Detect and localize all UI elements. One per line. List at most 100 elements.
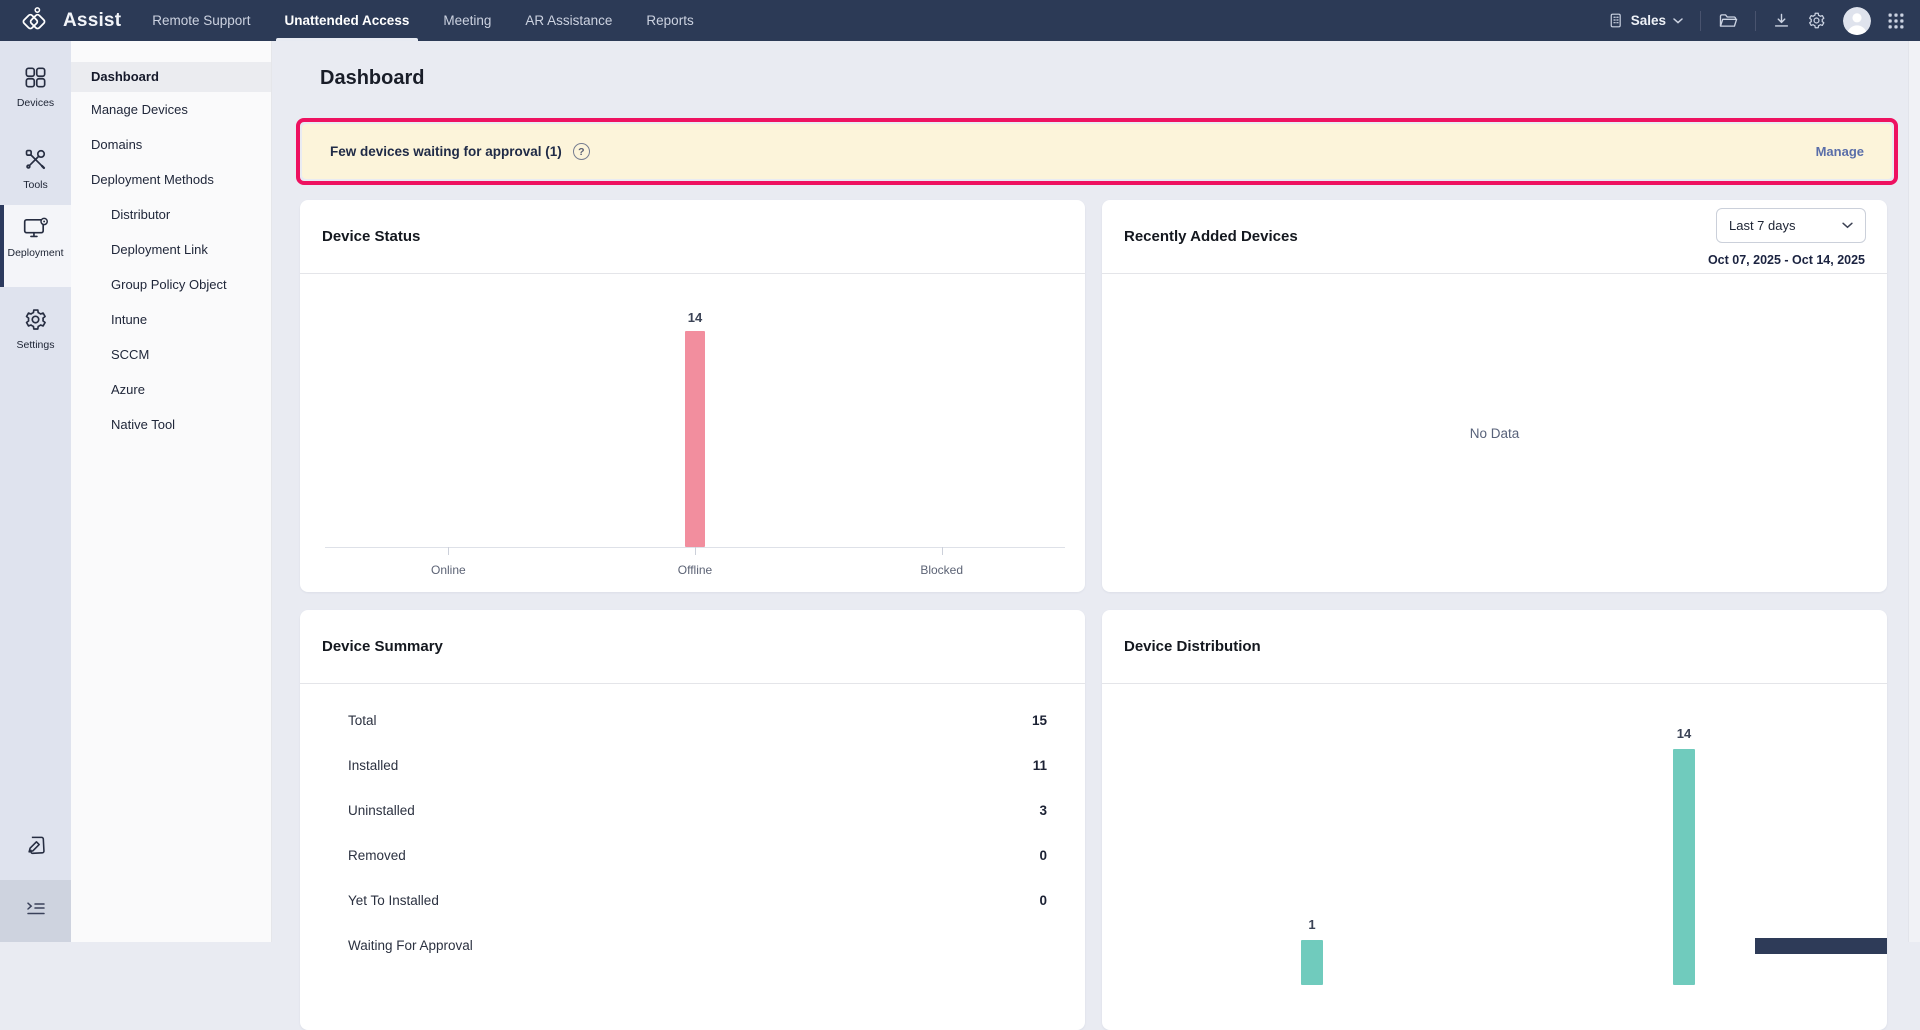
approval-banner-text: Few devices waiting for approval (1)	[330, 144, 562, 159]
card-header: Device Status	[300, 200, 1085, 274]
help-circle-icon[interactable]: ?	[573, 143, 590, 160]
tab-reports[interactable]: Reports	[629, 0, 710, 41]
avatar[interactable]	[1843, 7, 1871, 35]
devices-grid-icon	[23, 65, 48, 90]
rail-item-settings[interactable]: Settings	[0, 297, 71, 369]
sidebar-item-intune[interactable]: Intune	[71, 302, 271, 337]
summary-row-label: Yet To Installed	[348, 893, 439, 908]
sidebar-item-dashboard[interactable]: Dashboard	[71, 62, 271, 92]
summary-row-yet-to-installed: Yet To Installed 0	[300, 878, 1085, 923]
sidebar-item-azure[interactable]: Azure	[71, 372, 271, 407]
folder-icon[interactable]	[1718, 12, 1738, 29]
summary-row-value: 15	[1032, 713, 1047, 728]
summary-row-installed: Installed 11	[300, 743, 1085, 788]
summary-row-value: 11	[1033, 758, 1047, 773]
summary-row-value: 0	[1039, 893, 1047, 908]
card-title: Recently Added Devices	[1124, 228, 1298, 245]
sidebar-item-native-tool[interactable]: Native Tool	[71, 407, 271, 442]
card-title: Device Status	[322, 228, 420, 245]
collapse-panel-button[interactable]	[0, 880, 71, 942]
apps-grid-icon[interactable]	[1888, 13, 1904, 29]
sidebar-item-domains[interactable]: Domains	[71, 127, 271, 162]
chart-category-online: Online	[325, 274, 572, 592]
summary-row-label: Removed	[348, 848, 406, 863]
app-name: Assist	[63, 10, 121, 32]
summary-row-total: Total 15	[300, 698, 1085, 743]
rail-item-label: Devices	[17, 97, 54, 109]
summary-row-label: Installed	[348, 758, 398, 773]
axis-tick	[942, 547, 943, 555]
settings-gear-icon	[23, 307, 48, 332]
chevron-down-icon	[1673, 18, 1683, 24]
bar-offline	[685, 331, 705, 547]
tools-icon	[23, 147, 48, 172]
summary-row-waiting-for-approval: Waiting For Approval	[300, 923, 1085, 968]
summary-row-label: Uninstalled	[348, 803, 415, 818]
summary-row-label: Waiting For Approval	[348, 938, 473, 953]
rail-item-tools[interactable]: Tools	[0, 137, 71, 209]
manage-link[interactable]: Manage	[1816, 144, 1864, 159]
assist-logo-icon	[18, 6, 54, 35]
org-selector[interactable]: Sales	[1607, 12, 1683, 29]
deployment-monitor-icon	[22, 215, 49, 240]
no-data-placeholder: No Data	[1102, 274, 1887, 592]
bar-value-label: 1	[1292, 917, 1332, 933]
annotation-highlight-box: Few devices waiting for approval (1) ? M…	[296, 118, 1898, 185]
org-selector-label: Sales	[1631, 13, 1666, 28]
gear-icon[interactable]	[1807, 11, 1826, 30]
rail-item-devices[interactable]: Devices	[0, 55, 71, 127]
page-title: Dashboard	[320, 67, 424, 90]
summary-row-uninstalled: Uninstalled 3	[300, 788, 1085, 833]
tab-remote-support[interactable]: Remote Support	[135, 0, 267, 41]
date-range-text: Oct 07, 2025 - Oct 14, 2025	[1708, 253, 1865, 267]
rail-item-label: Deployment	[7, 247, 63, 259]
recently-added-devices-card: Recently Added Devices Last 7 days Oct 0…	[1102, 200, 1887, 592]
sidebar-item-distributor[interactable]: Distributor	[71, 197, 271, 232]
tab-ar-assistance[interactable]: AR Assistance	[508, 0, 629, 41]
sidebar-item-manage-devices[interactable]: Manage Devices	[71, 92, 271, 127]
sidebar-item-sccm[interactable]: SCCM	[71, 337, 271, 372]
category-label: Blocked	[818, 563, 1065, 577]
download-icon[interactable]	[1773, 12, 1790, 29]
category-label: Online	[325, 563, 572, 577]
vertical-scrollbar[interactable]	[1908, 41, 1920, 942]
bar-value-1	[1301, 940, 1323, 985]
summary-row-value: 0	[1039, 848, 1047, 863]
rail-item-deployment[interactable]: Deployment	[0, 205, 71, 287]
bar-value-label: 14	[572, 310, 819, 325]
tab-unattended-access[interactable]: Unattended Access	[268, 0, 427, 41]
date-range-dropdown[interactable]: Last 7 days	[1716, 208, 1866, 243]
card-title: Device Summary	[322, 638, 443, 655]
axis-tick	[695, 547, 696, 555]
sidebar-item-deployment-methods[interactable]: Deployment Methods	[71, 162, 271, 197]
app-brand: Assist	[0, 0, 121, 41]
chart-category-blocked: Blocked	[818, 274, 1065, 592]
divider	[1755, 11, 1756, 31]
date-range-dropdown-value: Last 7 days	[1729, 218, 1796, 233]
feedback-note-icon[interactable]	[0, 833, 71, 858]
collapse-panel-icon	[25, 900, 47, 923]
module-rail: Devices Tools Deployment Settings	[0, 41, 71, 942]
sidebar-item-group-policy-object[interactable]: Group Policy Object	[71, 267, 271, 302]
bar-value-14	[1673, 749, 1695, 985]
rail-item-label: Settings	[17, 339, 55, 351]
summary-row-value: 3	[1039, 803, 1047, 818]
nav-right-cluster: Sales	[1607, 0, 1920, 41]
main-content: Dashboard Few devices waiting for approv…	[272, 41, 1920, 942]
summary-row-label: Total	[348, 713, 377, 728]
sidebar-item-deployment-link[interactable]: Deployment Link	[71, 232, 271, 267]
card-header: Device Summary	[300, 610, 1085, 684]
divider	[1700, 11, 1701, 31]
tab-meeting[interactable]: Meeting	[426, 0, 508, 41]
axis-tick	[448, 547, 449, 555]
chevron-down-icon	[1842, 222, 1853, 229]
department-icon	[1607, 12, 1624, 29]
